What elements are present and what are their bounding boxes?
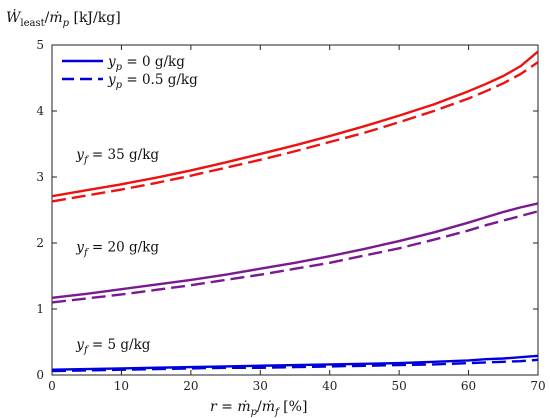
annotation-label-1-subscript: f	[83, 247, 90, 258]
legend-label-0-symbol: y	[107, 54, 116, 70]
series-line-yf35-solid	[51, 50, 539, 198]
y-axis-title-slash: /	[45, 10, 50, 26]
x-axis-title-p: p	[251, 407, 258, 418]
x-tick-label: 10	[114, 379, 129, 393]
annotation-label-2-value: = 5 g/kg	[88, 337, 151, 353]
annotation-label-0-symbol: y	[75, 147, 84, 163]
x-axis-title-mp: ṁ	[237, 399, 250, 415]
y-axis-title-w: Ẇ	[6, 8, 22, 26]
legend-label-1-value: = 0.5 g/kg	[122, 72, 198, 88]
x-tick-label: 70	[530, 379, 545, 393]
annotation-label-1: yf = 20 g/kg	[75, 239, 159, 258]
y-axis-title-m: ṁ	[49, 10, 62, 26]
x-tick-label: 60	[461, 379, 476, 393]
annotation-label-2: yf = 5 g/kg	[75, 337, 150, 356]
x-axis-title-unit: [%]	[279, 399, 308, 415]
x-axis-title-r: r	[210, 399, 218, 415]
legend-label-0-subscript: p	[116, 62, 123, 73]
x-tick-label: 40	[322, 379, 337, 393]
legend-label-0-value: = 0 g/kg	[122, 54, 185, 70]
y-tick-label: 5	[36, 38, 44, 52]
x-tick-label: 20	[183, 379, 198, 393]
legend-label-1: yp = 0.5 g/kg	[107, 72, 198, 91]
x-tick-label: 50	[392, 379, 407, 393]
series-line-yf5-solid	[51, 354, 539, 371]
annotation-label-0-value: = 35 g/kg	[88, 147, 160, 163]
x-axis-title-f: f	[274, 407, 281, 418]
annotation-label-1-symbol: y	[75, 239, 84, 255]
axis-ticks: 0 10 20 30 40 50 60 70 0 1 2 3 4 5	[36, 38, 545, 393]
x-axis-title: r = ṁp/ṁf [%]	[210, 399, 307, 418]
x-axis-title-mf: ṁ	[262, 399, 275, 415]
series-line-yf35-dashed	[51, 61, 539, 203]
annotation-label-0-subscript: f	[83, 155, 90, 166]
y-axis-title-unit: [kJ/kg]	[69, 10, 121, 26]
annotation-label-0: yf = 35 g/kg	[75, 147, 159, 166]
y-axis-title-least: least	[20, 18, 44, 29]
x-tick-label: 0	[48, 379, 56, 393]
y-axis-title: Ẇleast/ṁp [kJ/kg]	[6, 8, 121, 29]
annotation-label-2-symbol: y	[75, 337, 84, 353]
y-axis-title-p: p	[63, 18, 70, 29]
legend-label-1-symbol: y	[107, 72, 116, 88]
annotation-label-2-subscript: f	[83, 345, 90, 356]
series-line-yf20-solid	[51, 202, 539, 299]
series-line-yf5-dashed	[51, 358, 539, 373]
legend-label-1-subscript: p	[116, 80, 123, 91]
y-tick-label: 4	[36, 104, 44, 118]
series-layer	[51, 50, 539, 373]
legend-label-0: yp = 0 g/kg	[107, 54, 185, 73]
y-tick-label: 0	[36, 368, 44, 382]
x-axis-title-slash: /	[257, 399, 262, 415]
y-tick-label: 1	[36, 302, 44, 316]
x-tick-label: 30	[253, 379, 268, 393]
annotation-label-1-value: = 20 g/kg	[88, 239, 160, 255]
plot-area	[51, 44, 539, 376]
y-tick-label: 2	[36, 236, 44, 250]
x-axis-title-eq: =	[217, 399, 238, 415]
series-line-yf20-dashed	[51, 210, 539, 304]
y-tick-label: 3	[36, 170, 44, 184]
